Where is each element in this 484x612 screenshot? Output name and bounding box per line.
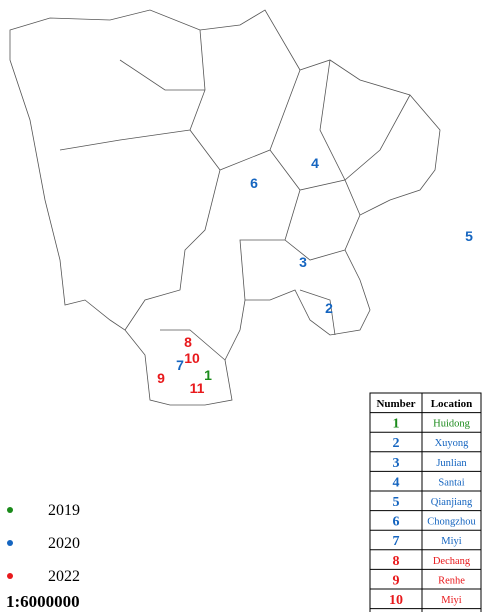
map-outline — [9, 9, 441, 406]
column-header: Number — [376, 398, 415, 410]
map-labels: 1 2 3 4 5 6 78 9 10 11 — [157, 155, 473, 396]
legend-dot — [7, 573, 13, 579]
site-number: 2 — [325, 300, 333, 316]
legend: 2019 2020 2022 — [7, 502, 80, 585]
row-number: 5 — [393, 495, 400, 510]
site-number: 10 — [184, 350, 200, 366]
row-number: 4 — [393, 475, 400, 490]
row-location: Miyi — [441, 595, 462, 606]
row-number: 6 — [393, 515, 400, 530]
row-number: 10 — [389, 593, 403, 608]
legend-label: 2020 — [48, 535, 80, 552]
row-number: 8 — [393, 554, 400, 569]
row-location: Dechang — [433, 556, 471, 567]
row-location: Miyi — [441, 536, 462, 547]
site-number: 6 — [250, 175, 258, 191]
row-number: 7 — [393, 534, 400, 549]
site-number: 3 — [299, 254, 307, 270]
row-location: Chongzhou — [427, 517, 476, 528]
row-location: Xuyong — [435, 438, 470, 449]
row-location: Huidong — [433, 419, 471, 430]
legend-label: 2022 — [48, 568, 80, 585]
row-location: Renhe — [438, 575, 465, 586]
row-number: 3 — [393, 456, 400, 471]
site-number: 1 — [204, 367, 212, 383]
row-number: 9 — [393, 573, 400, 588]
scale-label: 1:6000000 — [6, 592, 80, 611]
site-number: 11 — [190, 380, 205, 396]
row-number: 2 — [393, 436, 400, 451]
site-number: 4 — [311, 155, 319, 171]
legend-dot — [7, 507, 13, 513]
legend-label: 2019 — [48, 502, 80, 519]
legend-dot — [7, 540, 13, 546]
site-number: 7 — [176, 357, 184, 373]
site-number: 9 — [157, 370, 165, 386]
site-number: 8 — [184, 334, 192, 350]
row-location: Junlian — [436, 458, 467, 469]
row-location: Qianjiang — [431, 497, 473, 508]
table: Number Location 1 Huidong 2 Xuyong 3 Junlian 4 Sa… — [369, 392, 482, 612]
row-number: 1 — [393, 417, 400, 432]
site-number: 5 — [465, 228, 473, 244]
row-location: Santai — [438, 477, 464, 488]
column-header: Location — [431, 398, 473, 410]
